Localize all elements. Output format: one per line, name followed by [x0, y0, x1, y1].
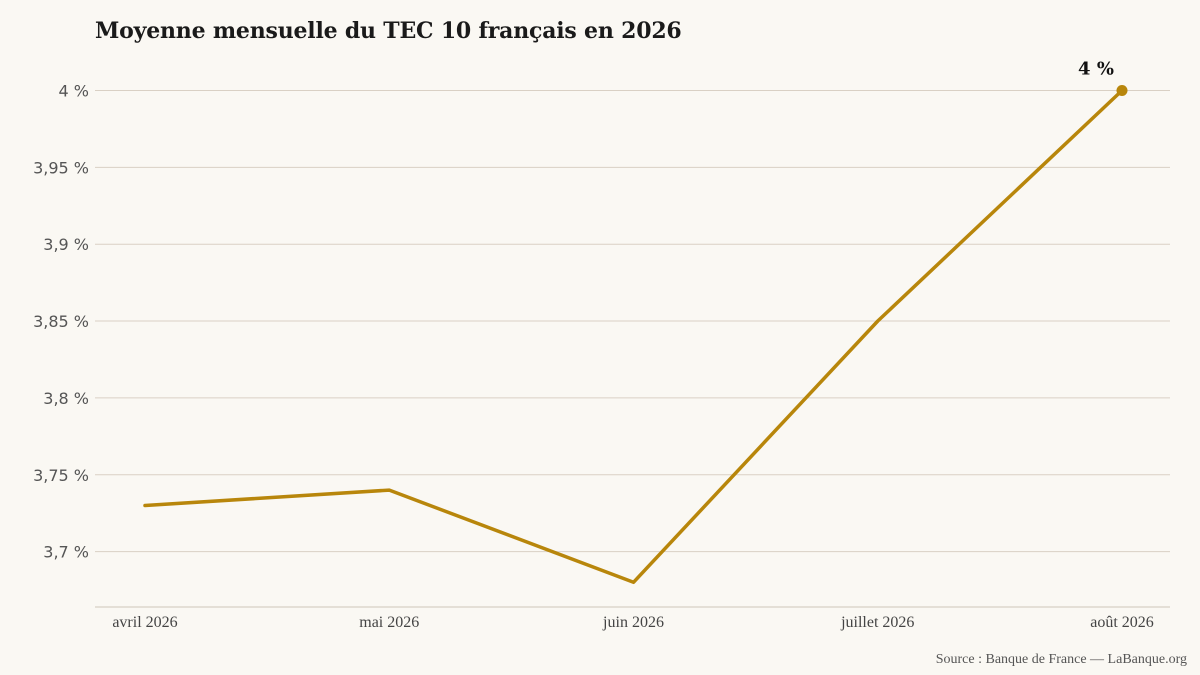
y-tick-label: 3,8 % [43, 389, 89, 408]
y-tick-label: 3,9 % [43, 235, 89, 254]
x-tick-label: mai 2026 [359, 614, 419, 631]
gridlines [95, 90, 1170, 553]
x-tick-label: juillet 2026 [840, 614, 914, 631]
chart-title: Moyenne mensuelle du TEC 10 français en … [95, 18, 682, 44]
end-point-label: 4 % [1078, 59, 1114, 80]
y-tick-label: 3,95 % [33, 158, 89, 177]
y-axis-ticks: 3,7 % 3,75 % 3,8 % 3,85 % 3,9 % 3,95 % 4 % [33, 82, 89, 562]
y-tick-label: 3,7 % [43, 543, 89, 562]
x-tick-label: avril 2026 [112, 614, 177, 631]
x-tick-label: juin 2026 [602, 614, 664, 631]
end-point-marker [1116, 85, 1128, 96]
x-tick-label: août 2026 [1090, 614, 1154, 631]
end-markers: 4 % [1078, 59, 1128, 96]
x-axis-ticks: avril 2026 mai 2026 juin 2026 juillet 2026 a… [112, 614, 1153, 631]
series-line [143, 88, 1124, 585]
source-note: Source : Banque de France — LaBanque.org [935, 652, 1187, 667]
y-tick-label: 3,75 % [33, 466, 89, 485]
y-tick-label: 4 % [59, 82, 89, 101]
y-tick-label: 3,85 % [33, 312, 89, 331]
